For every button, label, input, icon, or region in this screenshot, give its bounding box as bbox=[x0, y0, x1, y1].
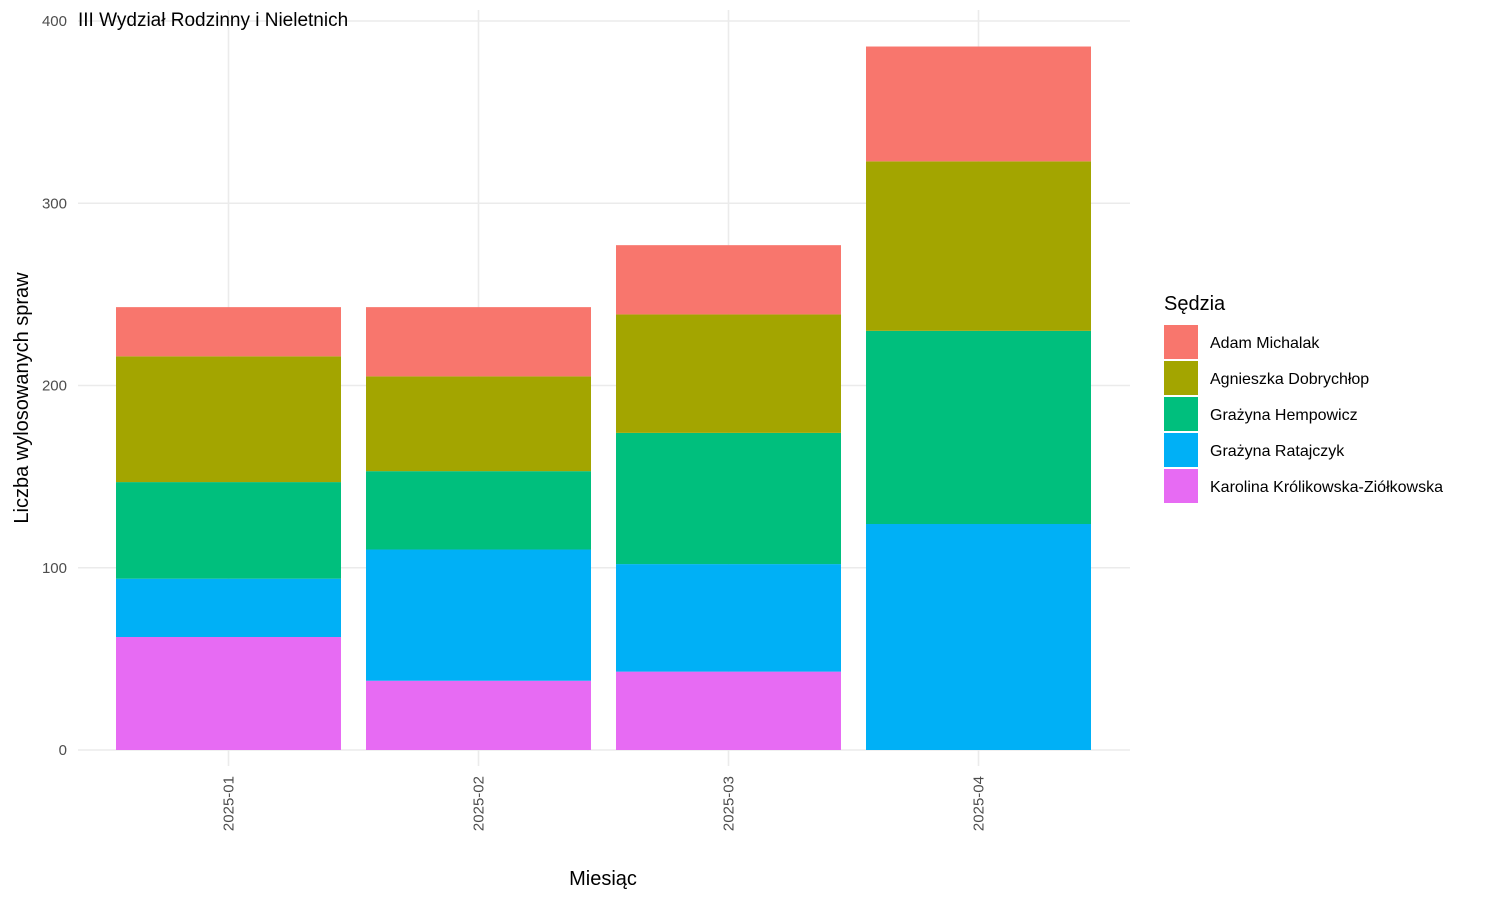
x-axis-title: Miesiąc bbox=[569, 868, 637, 890]
bar-segment bbox=[866, 524, 1091, 750]
bar-segment bbox=[616, 245, 841, 315]
bar-segment bbox=[116, 578, 341, 638]
y-tick-label: 100 bbox=[42, 560, 67, 577]
legend-label: Grażyna Ratajczyk bbox=[1210, 443, 1345, 460]
legend-swatch bbox=[1164, 397, 1198, 431]
x-tick-label: 2025-02 bbox=[471, 776, 488, 831]
legend-label: Grażyna Hempowicz bbox=[1210, 407, 1358, 424]
legend-swatch bbox=[1164, 325, 1198, 359]
bars bbox=[116, 46, 1091, 750]
legend-label: Adam Michalak bbox=[1210, 335, 1320, 352]
bar-segment bbox=[366, 471, 591, 550]
legend-swatch bbox=[1164, 433, 1198, 467]
legend-label: Karolina Królikowska-Ziółkowska bbox=[1210, 479, 1443, 496]
y-axis-title: Liczba wylosowanych spraw bbox=[11, 272, 33, 524]
bar-segment bbox=[866, 46, 1091, 162]
bar-segment bbox=[116, 356, 341, 483]
y-tick-label: 400 bbox=[42, 13, 67, 30]
x-tick-label: 2025-03 bbox=[721, 776, 738, 831]
y-tick-label: 0 bbox=[59, 742, 67, 759]
bar-segment bbox=[116, 307, 341, 357]
legend-label: Agnieszka Dobrychłop bbox=[1210, 371, 1369, 388]
legend-items: Adam Michalak Agnieszka Dobrychłop Grażyna… bbox=[1164, 325, 1443, 503]
bar-segment bbox=[366, 549, 591, 681]
legend-swatch bbox=[1164, 361, 1198, 395]
x-tick-label: 2025-04 bbox=[971, 776, 988, 831]
bar-segment bbox=[116, 482, 341, 579]
y-tick-label: 200 bbox=[42, 378, 67, 395]
x-tick-labels: 2025-01 2025-02 2025-03 2025-04 bbox=[221, 776, 988, 831]
bar-segment bbox=[366, 376, 591, 472]
legend-title: Sędzia bbox=[1164, 293, 1226, 315]
x-tick-label: 2025-01 bbox=[221, 776, 238, 831]
bar-segment bbox=[866, 330, 1091, 525]
bar-segment bbox=[866, 161, 1091, 331]
bar-segment bbox=[366, 307, 591, 377]
bar-segment bbox=[366, 680, 591, 750]
bar-segment bbox=[616, 671, 841, 750]
chart-title: III Wydział Rodzinny i Nieletnich bbox=[78, 10, 348, 31]
y-tick-labels: 0 100 200 300 400 bbox=[42, 13, 67, 759]
bar-segment bbox=[616, 564, 841, 672]
bar-segment bbox=[616, 432, 841, 565]
bar-segment bbox=[616, 314, 841, 433]
legend-swatch bbox=[1164, 469, 1198, 503]
legend: Sędzia Adam Michalak Agnieszka Dobrychłop… bbox=[1164, 293, 1443, 503]
y-tick-label: 300 bbox=[42, 195, 67, 212]
bar-segment bbox=[116, 637, 341, 750]
